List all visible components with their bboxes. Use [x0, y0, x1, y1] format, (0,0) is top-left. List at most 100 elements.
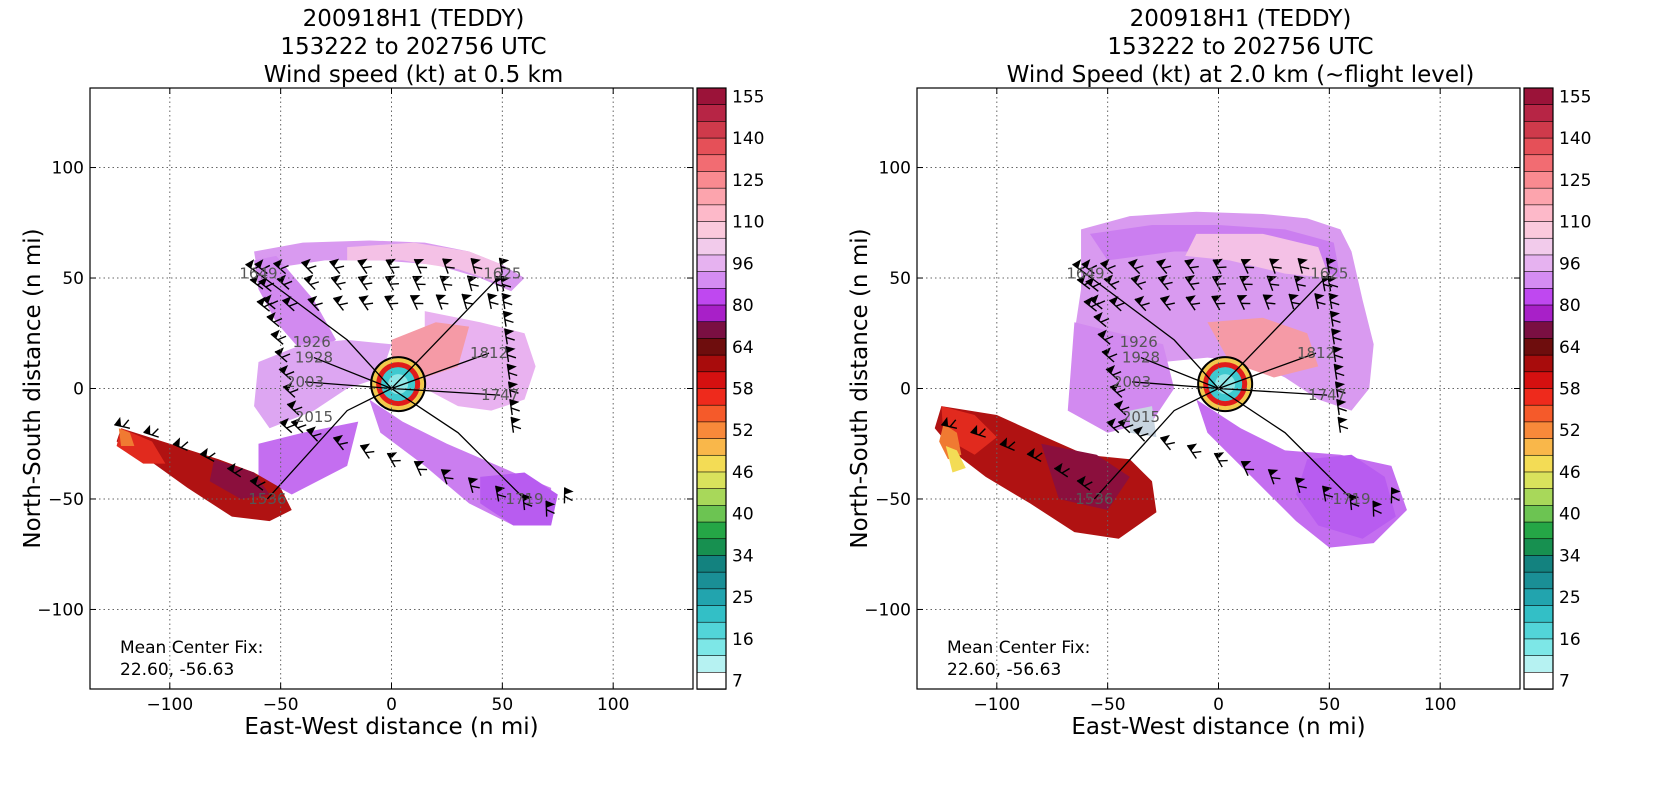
wind-barb — [1093, 312, 1110, 328]
wind-barb — [1117, 417, 1134, 434]
x-tick-label: −100 — [146, 695, 193, 715]
y-axis-label: North-South distance (n mi) — [847, 228, 873, 548]
wind-barb — [435, 294, 449, 310]
wind-barb — [1109, 382, 1126, 398]
wind-barb — [330, 274, 346, 291]
colorbar-segment — [1523, 354, 1554, 373]
wind-barb — [1159, 434, 1175, 451]
colorbar-segment — [1523, 204, 1554, 223]
wind-barb — [1105, 364, 1122, 381]
y-tick-label: 100 — [52, 159, 84, 179]
wind-barb — [1211, 275, 1226, 291]
wind-barb — [273, 258, 289, 275]
flight-leg-label: 1536 — [1075, 490, 1113, 508]
colorbar-segment — [696, 288, 727, 306]
wind-barb — [279, 417, 296, 434]
wind-barb — [1156, 258, 1172, 275]
colorbar-segment — [1523, 438, 1554, 456]
wind-barb — [143, 424, 159, 438]
wind-barb — [507, 381, 519, 398]
flight-leg-label: 1747 — [1308, 386, 1346, 404]
wind-barb — [509, 399, 520, 416]
wind-barb — [1240, 258, 1255, 274]
y-axis-label: North-South distance (n mi) — [20, 228, 46, 548]
colorbar-segment — [696, 454, 727, 473]
colorbar-segment — [696, 605, 727, 623]
wind-barb — [563, 487, 574, 504]
wind-barb — [1184, 258, 1199, 274]
wind-barb — [274, 347, 291, 363]
x-axis-label: East-West distance (n mi) — [244, 714, 538, 740]
colorbar-segment — [1523, 187, 1554, 206]
wind-barb — [1186, 443, 1202, 459]
y-tick-label: 50 — [62, 269, 84, 289]
flight-leg-label: 1747 — [481, 386, 519, 404]
wind-barb — [1081, 259, 1098, 275]
colorbar-segment — [696, 371, 727, 390]
wind-barb — [999, 437, 1016, 452]
colorbar-segment — [1523, 521, 1554, 540]
colorbar-segment — [696, 221, 727, 239]
wind-barb — [303, 274, 320, 291]
colorbar-segment — [1523, 304, 1554, 323]
title-line-1: 200918H1 (TEDDY) — [302, 6, 525, 32]
colorbar-segment — [1523, 471, 1554, 490]
x-tick-label: 0 — [386, 695, 397, 715]
wind-barb — [1349, 494, 1360, 511]
colorbar-segment — [1523, 638, 1554, 657]
wind-barb — [276, 274, 293, 290]
wind-barb — [358, 295, 374, 311]
wind-barb — [467, 477, 480, 494]
colorbar-frame — [696, 87, 727, 690]
y-tick-label: 50 — [889, 269, 911, 289]
colorbar-tick-label: 34 — [732, 546, 754, 566]
colorbar-segment — [696, 672, 727, 690]
wind-barb — [1269, 258, 1282, 274]
wind-barb — [506, 363, 518, 380]
colorbar-segment — [1523, 121, 1554, 139]
x-tick-label: 100 — [597, 695, 629, 715]
wind-barb — [258, 276, 275, 292]
wind-barb — [290, 417, 307, 434]
colorbar-tick-label: 80 — [1559, 296, 1581, 316]
colorbar-segment — [696, 121, 727, 139]
title-line-2: 153222 to 202756 UTC — [280, 34, 547, 60]
colorbar-segment — [696, 638, 727, 657]
title-line-3: Wind speed (kt) at 0.5 km — [263, 62, 564, 88]
title-line-3: Wind Speed (kt) at 2.0 km (~flight level… — [1006, 62, 1475, 88]
x-tick-label: 100 — [1424, 695, 1456, 715]
wind-barb — [1130, 274, 1147, 291]
center-fix-annotation: Mean Center Fix: — [947, 638, 1090, 658]
wind-barb — [254, 259, 271, 275]
colorbar-tick-label: 46 — [1559, 463, 1581, 483]
wind-barb — [504, 328, 515, 345]
wind-barb — [1089, 294, 1106, 310]
center-fix-annotation: Mean Center Fix: — [120, 638, 263, 658]
x-tick-label: 0 — [1213, 695, 1224, 715]
x-tick-label: 50 — [492, 695, 514, 715]
colorbar-tick-label: 140 — [732, 129, 764, 149]
colorbar-segment — [696, 471, 727, 490]
colorbar-tick-label: 25 — [732, 588, 754, 608]
colorbar-segment — [696, 204, 727, 223]
colorbar-segment — [696, 338, 727, 356]
colorbar-tick-label: 110 — [732, 213, 764, 233]
wind-barb — [970, 424, 986, 438]
wind-barb — [1329, 310, 1341, 327]
colorbar-tick-label: 52 — [1559, 421, 1581, 441]
colorbar-segment — [696, 438, 727, 456]
wind-barb — [1108, 296, 1125, 312]
colorbar-tick-label: 34 — [1559, 546, 1581, 566]
wind-barb — [1236, 294, 1251, 310]
wind-barb — [1239, 275, 1253, 291]
wind-swath — [254, 339, 392, 429]
wind-barb — [505, 346, 517, 363]
flight-leg-label: 1719 — [1332, 490, 1370, 508]
colorbar-segment — [1523, 338, 1554, 356]
wind-barb — [413, 460, 428, 476]
wind-barb — [413, 258, 428, 274]
wind-barb — [461, 293, 474, 310]
colorbar-segment — [1523, 371, 1554, 390]
flight-leg-label: 2003 — [1113, 373, 1151, 391]
